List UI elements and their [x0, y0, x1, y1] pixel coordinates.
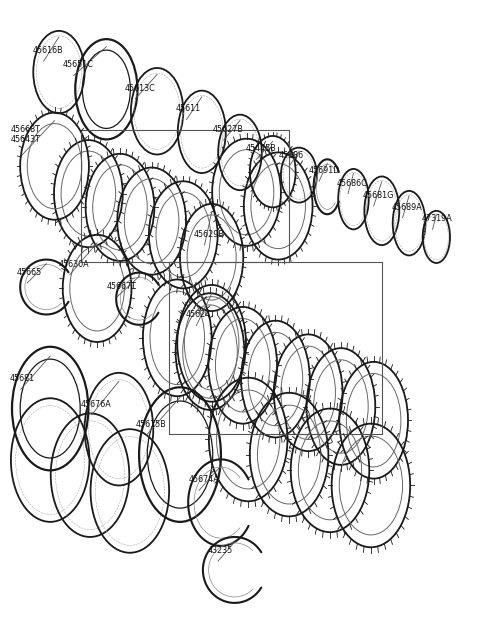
Text: 45445B: 45445B — [245, 144, 276, 153]
Text: 45651C: 45651C — [63, 61, 94, 69]
Text: 45668T
45643T: 45668T 45643T — [11, 125, 41, 145]
Text: 45613C: 45613C — [124, 84, 155, 93]
Text: 45386: 45386 — [278, 151, 303, 160]
Text: 45681G: 45681G — [363, 191, 394, 200]
Text: 45691D: 45691D — [308, 166, 339, 175]
Text: 45615B: 45615B — [135, 420, 166, 430]
Text: 45665: 45665 — [16, 268, 42, 277]
Text: 45616B: 45616B — [33, 46, 63, 55]
Text: 45624: 45624 — [185, 310, 211, 320]
Text: 45629B: 45629B — [193, 230, 225, 239]
Text: 45689A: 45689A — [392, 203, 422, 211]
Text: 43235: 43235 — [207, 546, 232, 555]
Text: 45674A: 45674A — [188, 475, 219, 484]
Text: 45681: 45681 — [10, 375, 35, 383]
Text: 45627B: 45627B — [213, 125, 244, 134]
Text: 45630A: 45630A — [59, 260, 90, 269]
Text: 47319A: 47319A — [421, 214, 452, 223]
Text: 45611: 45611 — [176, 104, 201, 113]
Text: 45686C: 45686C — [337, 179, 368, 187]
Text: 45676A: 45676A — [81, 400, 111, 408]
Text: 45667T: 45667T — [107, 282, 136, 290]
